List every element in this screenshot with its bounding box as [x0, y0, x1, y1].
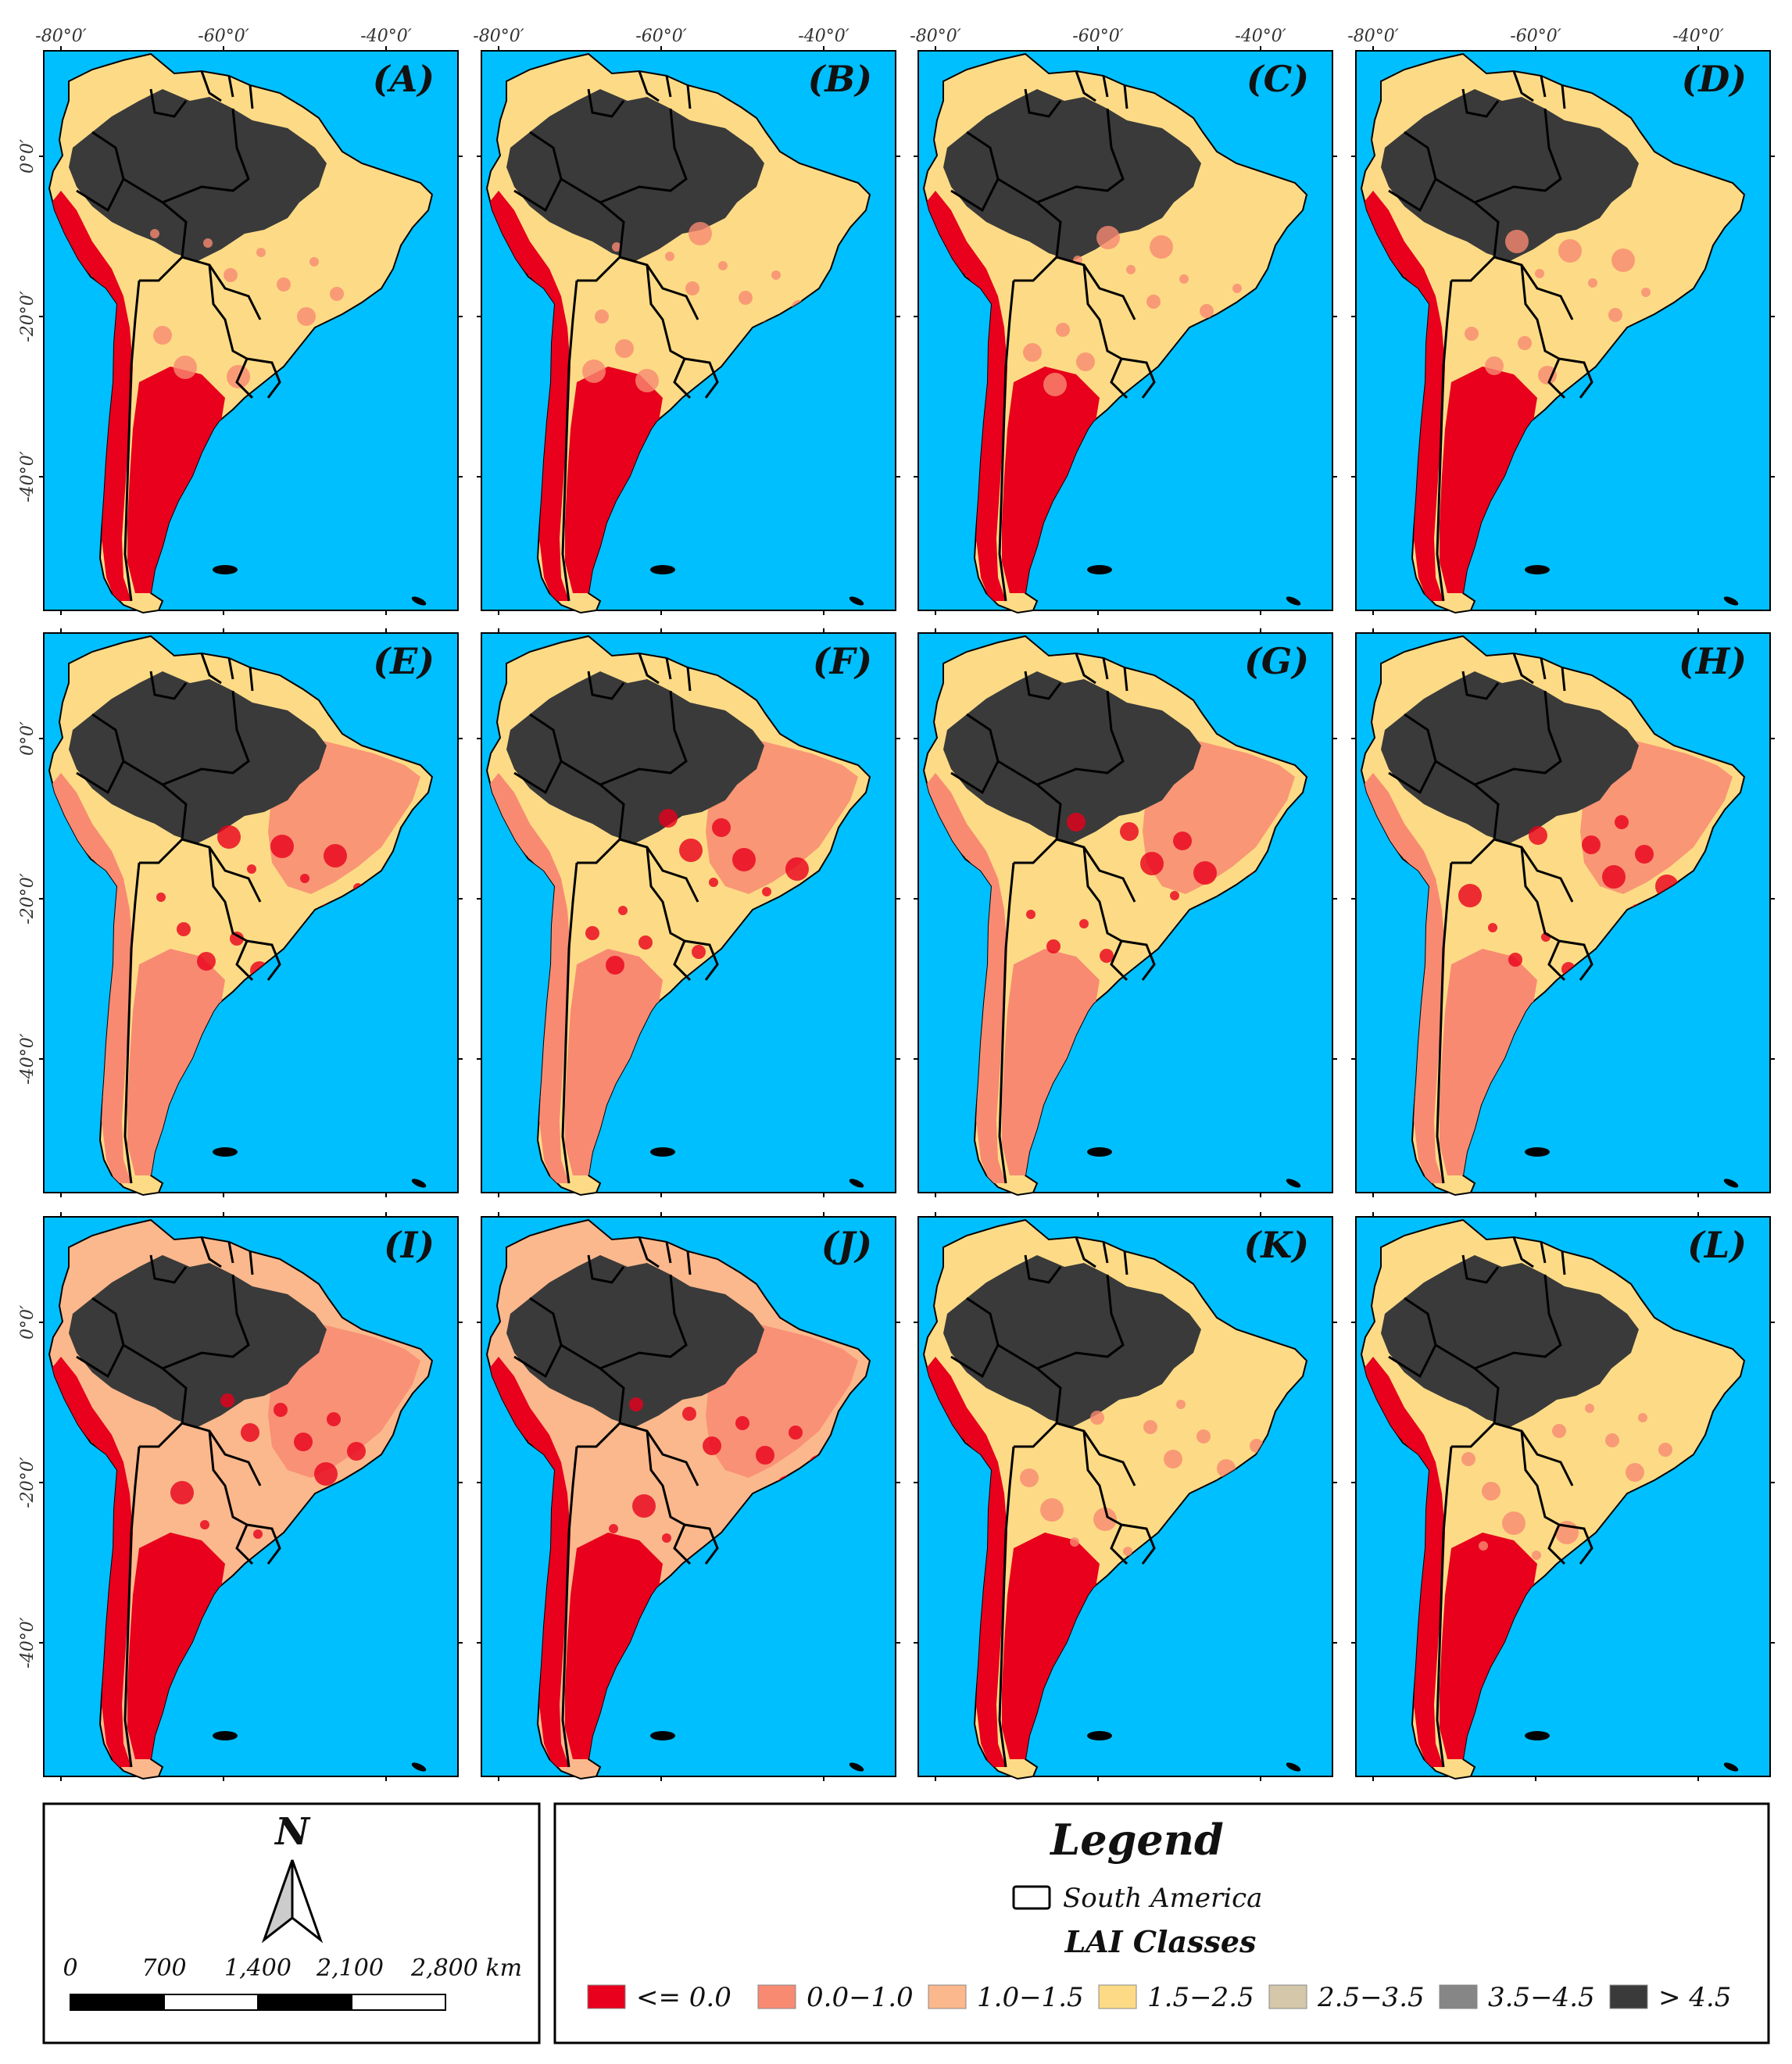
- longitude-tick-label: -60°0′: [198, 27, 249, 46]
- map-panel: (E) 0°0′ -20°0′ -40°0′: [18, 628, 463, 1197]
- map-panel: (I) 0°0′ -20°0′ -40°0′: [18, 1212, 463, 1781]
- latitude-tick-label: -20°0′: [18, 1457, 38, 1508]
- longitude-tick-label: -80°0′: [473, 27, 524, 46]
- legend-swatch: [587, 1984, 626, 2009]
- longitude-tick-label: -80°0′: [910, 27, 960, 46]
- latitude-tick-label: 0°0′: [18, 1305, 38, 1340]
- longitude-tick-label: -80°0′: [35, 27, 86, 46]
- panel-letter: (K): [1243, 1224, 1309, 1266]
- scale-north-box: N 0 700 1,400 2,100 2,800 km: [42, 1802, 541, 2044]
- panel-letter: (I): [384, 1224, 435, 1266]
- map-panel: (H): [1351, 628, 1775, 1197]
- latitude-tick-label: -40°0′: [18, 451, 38, 502]
- boundary-label: South America: [1063, 1883, 1262, 1914]
- map-panel: (F): [477, 628, 900, 1197]
- legend-swatch: [1439, 1984, 1478, 2009]
- legend-box: Legend South America LAI Classes <= 0.0 0…: [553, 1802, 1770, 2044]
- latitude-tick-label: -40°0′: [18, 1033, 38, 1084]
- longitude-tick-label: -60°0′: [1072, 27, 1123, 46]
- legend-swatch: [1098, 1984, 1137, 2009]
- map-panel: (A) -80°0′ -60°0′ -40°0′ 0°0′ -20°0′ -40°0′: [18, 27, 463, 615]
- map-panel: (J): [477, 1212, 900, 1781]
- latitude-tick-label: -40°0′: [18, 1617, 38, 1668]
- latitude-tick-label: 0°0′: [18, 139, 38, 173]
- legend-swatch: [1609, 1984, 1648, 2009]
- legend-class-label: 1.5−2.5: [1147, 1982, 1254, 2013]
- map-panel: (B) -80°0′ -60°0′ -40°0′: [473, 27, 900, 615]
- classes-title: LAI Classes: [1064, 1924, 1257, 1959]
- panel-letter: (C): [1247, 58, 1309, 100]
- continent-map: [1361, 635, 1745, 1196]
- panel-letter: (F): [813, 640, 872, 682]
- panel-letter: (E): [373, 640, 435, 682]
- longitude-tick-label: -60°0′: [635, 27, 686, 46]
- legend-title: Legend: [1049, 1815, 1223, 1865]
- north-label: N: [274, 1810, 311, 1854]
- map-panels-grid: (A)-80°0′ -60°0′ -40°0′0°0′-20°0′-40°0′(B)…: [18, 27, 1775, 1781]
- latitude-tick-label: 0°0′: [18, 721, 38, 756]
- map-panel: (K): [914, 1212, 1337, 1781]
- scale-label-0: 0: [63, 1955, 77, 1982]
- continent-map: [486, 635, 871, 1196]
- panel-letter: (A): [373, 58, 435, 100]
- panel-letter: (D): [1682, 58, 1747, 100]
- panel-letter: (L): [1687, 1224, 1747, 1266]
- legend-class-label: 0.0−1.0: [807, 1982, 914, 2013]
- legend-class-label: 2.5−3.5: [1317, 1982, 1425, 2013]
- panel-letter: (G): [1244, 640, 1309, 682]
- longitude-tick-label: -40°0′: [1235, 27, 1286, 46]
- latitude-tick-label: -20°0′: [18, 291, 38, 342]
- longitude-tick-label: -40°0′: [360, 27, 411, 46]
- scale-label-2: 1,400: [224, 1955, 292, 1982]
- legend-class-label: 3.5−4.5: [1488, 1982, 1595, 2013]
- panel-letter: (B): [808, 58, 872, 100]
- scale-bar: [70, 1994, 446, 2011]
- longitude-tick-label: -40°0′: [1672, 27, 1723, 46]
- map-panel: (L): [1351, 1212, 1775, 1781]
- map-panel: (G): [914, 628, 1337, 1197]
- map-panel: (C) -80°0′ -60°0′ -40°0′: [910, 27, 1337, 615]
- legend-swatch: [928, 1984, 967, 2009]
- legend-class-label: 1.0−1.5: [977, 1982, 1084, 2013]
- scale-label-4: 2,800 km: [410, 1955, 522, 1982]
- longitude-tick-label: -60°0′: [1510, 27, 1561, 46]
- legend-class-label: <= 0.0: [636, 1982, 731, 2013]
- boundary-swatch: [1012, 1885, 1051, 1910]
- latitude-tick-label: -20°0′: [18, 873, 38, 924]
- panel-letter: (J): [821, 1224, 872, 1266]
- map-panel: (D) -80°0′ -60°0′ -40°0′: [1347, 27, 1775, 615]
- legend-swatch: [757, 1984, 796, 2009]
- north-arrow-icon: [261, 1859, 324, 1944]
- legend-swatch: [1268, 1984, 1307, 2009]
- scale-label-1: 700: [141, 1955, 186, 1982]
- longitude-tick-label: -80°0′: [1347, 27, 1398, 46]
- legend-class-label: > 4.5: [1658, 1982, 1731, 2013]
- panel-letter: (H): [1679, 640, 1747, 682]
- continent-map: [1361, 1219, 1745, 1780]
- scale-label-3: 2,100: [316, 1955, 384, 1982]
- longitude-tick-label: -40°0′: [798, 27, 849, 46]
- legend-classes: <= 0.0 0.0−1.0 1.0−1.5 1.5−2.5 2.5−3.5 3.5−4.…: [587, 1982, 1731, 2013]
